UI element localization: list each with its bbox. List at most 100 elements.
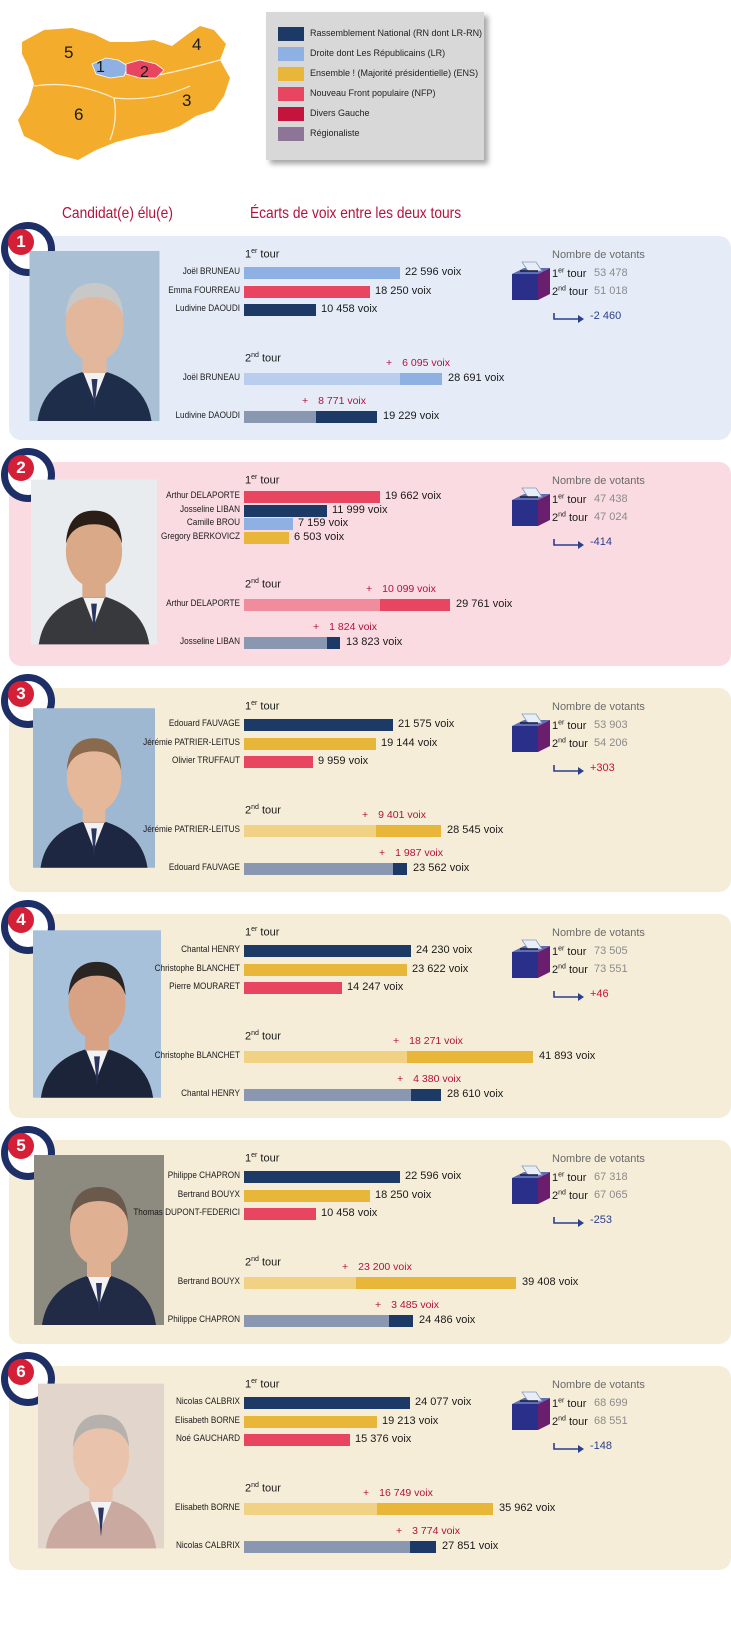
- voters-t1-row: 1er tour 68 699: [552, 1397, 628, 1410]
- round1-bar: [244, 304, 316, 316]
- voters-diff-arrow: [552, 1440, 586, 1453]
- arrow-icon: [553, 991, 584, 1001]
- round2-label: 2nd tour: [245, 352, 281, 365]
- round1-bar: [244, 286, 370, 298]
- legend-label: Droite dont Les Républicains (LR): [310, 48, 446, 58]
- gain-plus-sign: +: [342, 1261, 349, 1273]
- round2-candidate-name: Arthur DELAPORTE: [166, 598, 240, 609]
- round1-label: 1er tour: [245, 1152, 280, 1165]
- round1-candidate-name: Chantal HENRY: [181, 944, 240, 955]
- round2-bar-base: [244, 599, 380, 611]
- round2-votes: 29 761 voix: [456, 598, 513, 610]
- district-number: 4: [8, 907, 34, 933]
- gain-value: 1 987 voix: [395, 847, 444, 859]
- round1-votes: 11 999 voix: [332, 504, 388, 516]
- round1-label: 1er tour: [245, 1378, 280, 1391]
- map-label-4: 4: [192, 35, 201, 54]
- round1-bar: [244, 964, 407, 976]
- round2-votes: 35 962 voix: [499, 1502, 556, 1514]
- candidate-photo: [34, 1155, 164, 1325]
- round1-candidate-name: Christophe BLANCHET: [154, 963, 240, 974]
- voters-count: 67 318: [594, 1171, 628, 1183]
- voters-count: 68 551: [594, 1415, 628, 1427]
- map-label-6: 6: [74, 105, 83, 124]
- gain-plus-sign: +: [362, 809, 369, 821]
- round1-votes: 9 959 voix: [318, 755, 369, 767]
- round2-candidate-name: Edouard FAUVAGE: [168, 862, 240, 873]
- round2-candidate-name: Bertrand BOUYX: [177, 1276, 240, 1287]
- ballot-box-icon: [508, 486, 554, 530]
- voters-round-label: 2nd tour: [552, 963, 588, 976]
- legend-label: Divers Gauche: [310, 108, 370, 118]
- party-legend: Rassemblement National (RN dont LR-RN) Dr…: [266, 12, 484, 160]
- voters-count: 68 699: [594, 1397, 628, 1409]
- round2-bar-base: [244, 637, 327, 649]
- voters-count: 51 018: [594, 285, 628, 297]
- round2-votes: 27 851 voix: [442, 1540, 499, 1552]
- round1-candidate-name: Elisabeth BORNE: [175, 1415, 240, 1426]
- voters-diff: +303: [590, 762, 615, 774]
- round2-label: 2nd tour: [245, 578, 281, 591]
- ballot-box-graphic: [512, 1165, 550, 1204]
- round2-label: 2nd tour: [245, 1256, 281, 1269]
- voters-diff: +46: [590, 988, 609, 1000]
- portrait-illustration: [34, 1155, 164, 1325]
- round1-votes: 24 230 voix: [416, 944, 473, 956]
- round1-candidate-name: Ludivine DAOUDI: [175, 303, 240, 314]
- candidate-photo: [38, 1381, 164, 1551]
- round2-bar-base: [244, 863, 393, 875]
- voters-round-label: 2nd tour: [552, 1415, 588, 1428]
- legend-swatch: [278, 47, 304, 61]
- gain-plus-sign: +: [379, 847, 386, 859]
- round2-candidate-name: Nicolas CALBRIX: [175, 1540, 240, 1551]
- round2-votes: 24 486 voix: [419, 1314, 476, 1326]
- round1-votes: 22 596 voix: [405, 1170, 462, 1182]
- round1-candidate-name: Gregory BERKOVICZ: [161, 531, 240, 542]
- voters-diff: -2 460: [590, 310, 622, 322]
- map-territory: [18, 26, 230, 160]
- round1-bar: [244, 1190, 370, 1202]
- gain-value: 18 271 voix: [409, 1035, 463, 1047]
- voters-round-label: 1er tour: [552, 267, 587, 280]
- gain-plus-sign: +: [386, 357, 393, 369]
- gain-value: 8 771 voix: [318, 395, 367, 407]
- gain-plus-sign: +: [313, 621, 320, 633]
- arrow-icon: [553, 1217, 584, 1227]
- round2-gain: +3 485 voix: [375, 1299, 439, 1311]
- legend-label: Nouveau Front populaire (NFP): [310, 88, 436, 98]
- ballot-box-icon: [508, 260, 554, 304]
- round1-candidate-name: Philippe CHAPRON: [167, 1170, 240, 1181]
- arrow-icon: [553, 765, 584, 775]
- candidate-photo: [31, 477, 157, 647]
- round2-candidate-name: Ludivine DAOUDI: [175, 410, 240, 421]
- round2-bar-base: [244, 1541, 410, 1553]
- ballot-box-graphic: [512, 261, 550, 300]
- district-number: 2: [8, 455, 34, 481]
- gain-plus-sign: +: [396, 1525, 403, 1537]
- district-number: 6: [8, 1359, 34, 1385]
- map-district-2: [125, 59, 165, 79]
- gain-value: 1 824 voix: [329, 621, 378, 633]
- round2-gain: +16 749 voix: [363, 1487, 433, 1499]
- round1-bar: [244, 738, 376, 750]
- round2-votes: 13 823 voix: [346, 636, 403, 648]
- candidate-photo: [33, 929, 161, 1099]
- round2-candidate-name: Chantal HENRY: [181, 1088, 240, 1099]
- district-badge: 1: [1, 222, 55, 276]
- round2-label: 2nd tour: [245, 1482, 281, 1495]
- round2-label: 2nd tour: [245, 1030, 281, 1043]
- round1-bar: [244, 505, 327, 517]
- round1-candidate-name: Joël BRUNEAU: [182, 266, 240, 277]
- round1-candidate-name: Pierre MOURARET: [169, 981, 240, 992]
- voters-diff-arrow: [552, 1214, 586, 1227]
- voters-count: 47 438: [594, 493, 628, 505]
- round1-bar: [244, 756, 313, 768]
- voters-round-label: 1er tour: [552, 945, 587, 958]
- round2-candidate-name: Josseline LIBAN: [180, 636, 240, 647]
- voters-t1-row: 1er tour 47 438: [552, 493, 628, 506]
- round1-votes: 7 159 voix: [298, 517, 349, 529]
- voters-round-label: 1er tour: [552, 719, 587, 732]
- voters-title: Nombre de votants: [552, 249, 645, 261]
- voters-t2-row: 2nd tour 68 551: [552, 1415, 628, 1428]
- voters-title: Nombre de votants: [552, 1153, 645, 1165]
